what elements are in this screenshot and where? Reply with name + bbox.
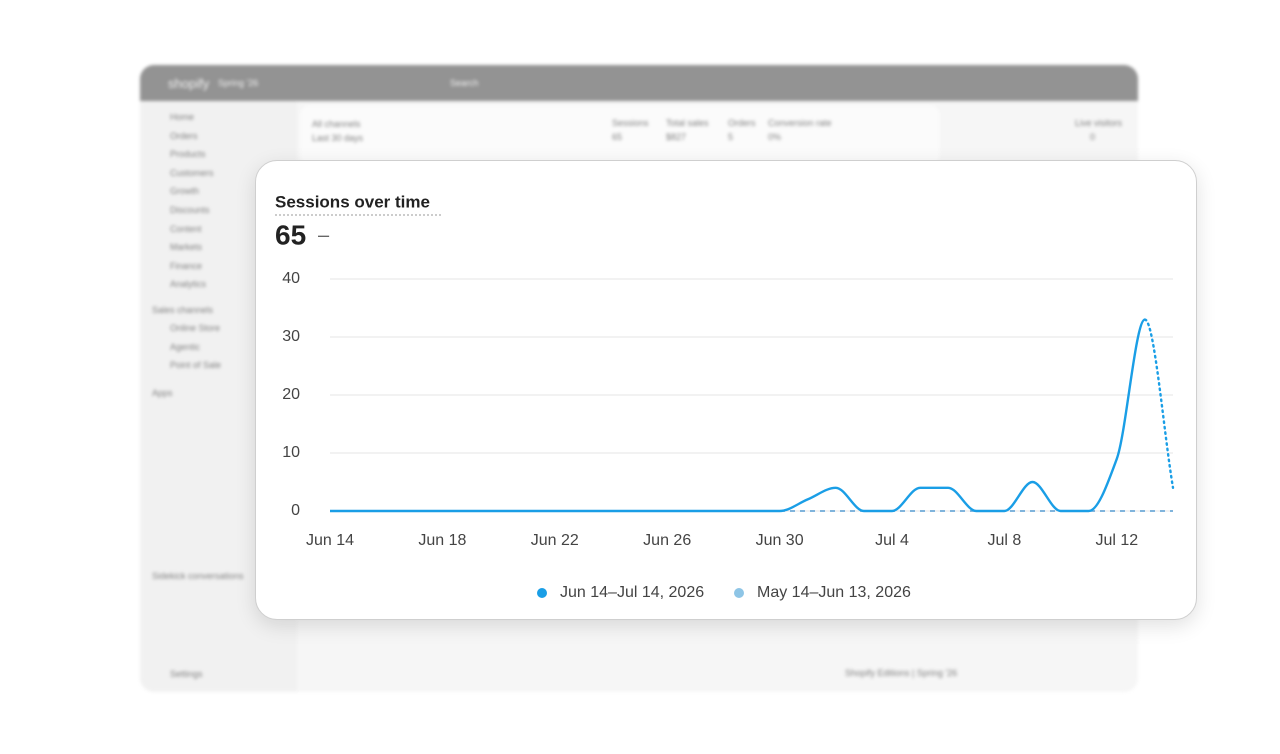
live-label: Live visitors	[1075, 118, 1123, 128]
search: Search	[450, 78, 479, 88]
nav-item: Analytics	[170, 279, 207, 290]
x-tick-label: Jun 30	[756, 532, 804, 549]
section-label: Sales channels	[152, 305, 214, 315]
metric-label: Orders	[728, 118, 756, 128]
legend-label: Jun 14–Jul 14, 2026	[560, 584, 704, 601]
live-value: 0	[1090, 132, 1096, 142]
nav-item: Orders	[170, 130, 198, 141]
series-line-partial	[1143, 318, 1175, 489]
channel-item: Online Store	[170, 323, 221, 333]
metric-label: Total sales	[666, 118, 709, 128]
nav-item: Customers	[170, 167, 214, 178]
x-tick-label: Jun 14	[306, 532, 354, 549]
metric-value: 5	[728, 132, 734, 142]
nav-item: Home	[170, 112, 195, 122]
y-tick-label: 10	[282, 444, 300, 461]
y-tick-label: 0	[291, 502, 300, 519]
nav-item: Discounts	[170, 205, 210, 215]
metric-value: 65	[612, 132, 623, 142]
channel-item: Agentic	[170, 341, 201, 352]
brand: shopify	[168, 76, 210, 91]
legend-label: May 14–Jun 13, 2026	[757, 584, 911, 601]
edition: Spring '26	[218, 78, 259, 88]
x-tick-label: Jun 22	[531, 532, 579, 549]
chart-card	[255, 160, 1197, 620]
channel-item: Point of Sale	[170, 360, 222, 370]
x-tick-label: Jul 8	[988, 532, 1022, 549]
legend-marker	[734, 588, 744, 598]
total-value: 65	[275, 219, 306, 250]
total-change: –	[318, 224, 330, 246]
metric-value: 0%	[768, 132, 782, 142]
editions: Shopify Editions | Spring '26	[845, 668, 958, 678]
nav-item: Growth	[170, 186, 200, 197]
y-tick-label: 30	[282, 328, 300, 345]
nav-item: Products	[170, 149, 206, 160]
metrics-bar	[300, 105, 940, 165]
nav-item: Content	[170, 223, 202, 234]
section-label: Sidekick conversations	[152, 571, 244, 581]
nav-item: Finance	[170, 260, 203, 271]
chart-title: Sessions over time	[275, 192, 430, 211]
settings: Settings	[170, 669, 203, 679]
top-bar	[140, 65, 1138, 101]
metric-value: $827	[666, 132, 687, 142]
y-tick-label: 40	[282, 270, 300, 287]
x-tick-label: Jun 18	[418, 532, 466, 549]
section-label: Apps	[152, 388, 173, 398]
y-tick-label: 20	[282, 386, 300, 403]
legend-marker	[537, 588, 547, 598]
range: Last 30 days	[312, 133, 364, 143]
x-tick-label: Jul 4	[875, 532, 909, 549]
metric-label: Sessions	[612, 118, 649, 128]
x-tick-label: Jun 26	[643, 532, 691, 549]
filter-label: All channels	[312, 119, 361, 129]
nav-item: Markets	[170, 242, 203, 253]
series-line	[330, 318, 1147, 513]
metric-label: Conversion rate	[768, 118, 832, 128]
x-tick-label: Jul 12	[1095, 532, 1138, 549]
